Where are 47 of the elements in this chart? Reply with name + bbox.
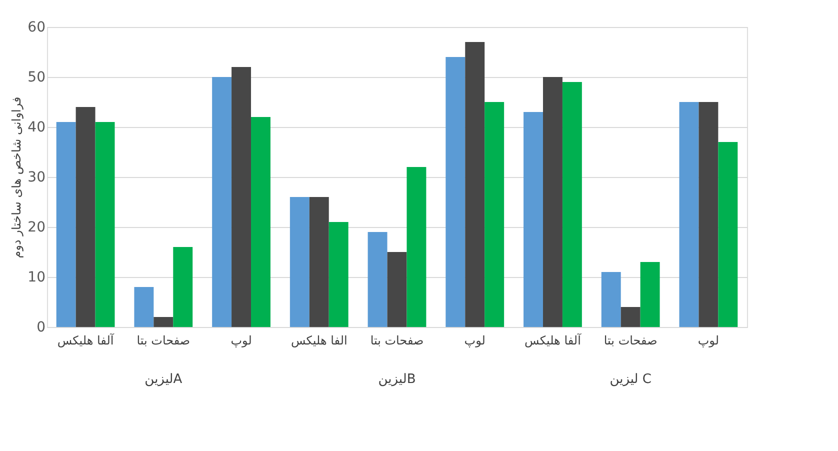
y-tick-label: 30 bbox=[28, 170, 46, 186]
bar bbox=[212, 77, 232, 327]
bar bbox=[524, 112, 543, 327]
bar bbox=[328, 222, 348, 327]
y-tick-label: 40 bbox=[28, 120, 46, 136]
bar bbox=[562, 82, 582, 327]
x-tick-label: صفحات بتا bbox=[370, 334, 424, 348]
y-tick-label: 60 bbox=[28, 20, 46, 36]
bar bbox=[232, 67, 252, 327]
bar bbox=[679, 102, 699, 327]
bar bbox=[446, 57, 466, 327]
bar bbox=[465, 42, 485, 327]
x-tick-label: صفحات بتا bbox=[136, 334, 190, 348]
y-tick-label: 20 bbox=[28, 220, 46, 236]
bar bbox=[718, 142, 738, 327]
y-tick-label: 10 bbox=[28, 270, 46, 286]
bar bbox=[56, 122, 76, 327]
bar bbox=[134, 287, 154, 327]
x-tick-label: لوپ bbox=[230, 334, 252, 348]
bar bbox=[368, 232, 388, 327]
x-tick-label: آلفا هلیکس bbox=[524, 332, 582, 348]
bar bbox=[406, 167, 426, 327]
bar bbox=[640, 262, 660, 327]
text: لیزینB bbox=[378, 372, 416, 387]
bar bbox=[620, 307, 640, 327]
bar bbox=[76, 107, 96, 327]
bar bbox=[251, 117, 270, 327]
y-axis-title: فراوانی شاخص های ساختار دوم bbox=[10, 96, 24, 258]
bar bbox=[542, 77, 562, 327]
x-tick-label: لوپ bbox=[464, 334, 486, 348]
bar bbox=[698, 102, 718, 327]
y-tick-label: 50 bbox=[28, 70, 46, 86]
bar bbox=[309, 197, 329, 327]
bar bbox=[173, 247, 193, 327]
text: لیزینA bbox=[144, 372, 182, 387]
bar bbox=[154, 317, 174, 327]
bar bbox=[601, 272, 621, 327]
bar bbox=[387, 252, 407, 327]
y-tick-label: 0 bbox=[36, 320, 46, 336]
x-tick-label: لوپ bbox=[698, 334, 720, 348]
bar bbox=[95, 122, 115, 327]
x-tick-label: آلفا هلیکس bbox=[57, 332, 114, 348]
x-tick-label: الفا هلیکس bbox=[290, 334, 348, 348]
x-tick-label: صفحات بتا bbox=[604, 334, 658, 348]
bar bbox=[484, 102, 504, 327]
text: لیزین C bbox=[610, 372, 652, 387]
bar bbox=[290, 197, 310, 327]
